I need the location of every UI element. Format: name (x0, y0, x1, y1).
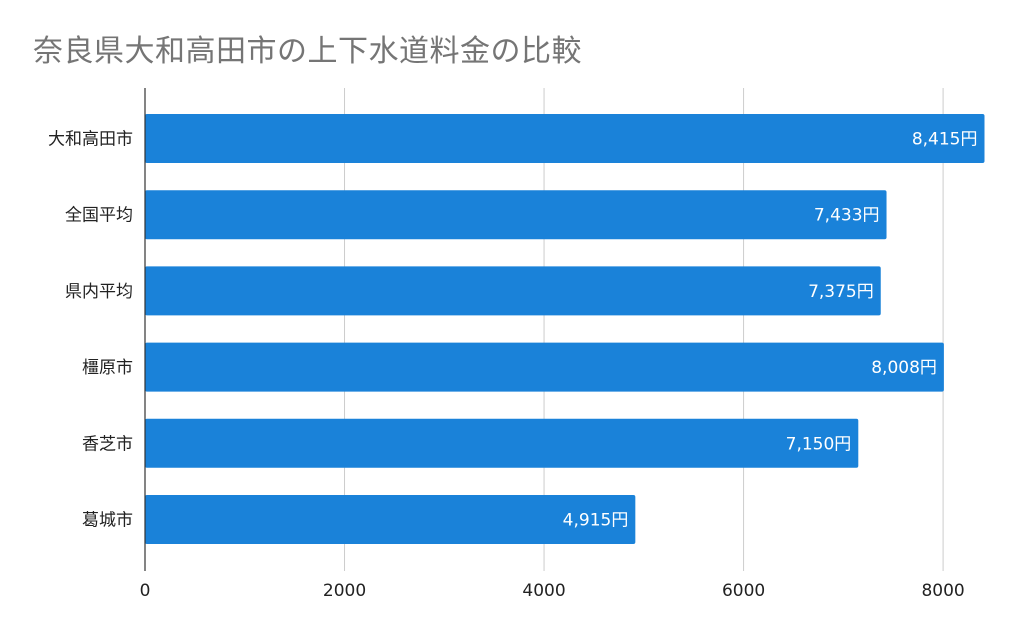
category-label: 大和高田市 (48, 130, 133, 150)
category-label: 葛城市 (82, 511, 133, 531)
category-label: 全国平均 (65, 206, 133, 226)
x-tick-label: 4000 (522, 581, 565, 601)
category-label: 橿原市 (82, 358, 133, 378)
bar (145, 342, 944, 392)
category-label: 県内平均 (65, 282, 133, 302)
x-tick-label: 0 (140, 581, 151, 601)
bar-value-label: 7,375円 (808, 282, 874, 302)
bar-value-label: 8,415円 (912, 130, 978, 150)
bar (145, 418, 859, 468)
bar (145, 266, 881, 316)
x-tick-label: 6000 (722, 581, 765, 601)
x-tick-label: 8000 (921, 581, 964, 601)
category-label: 香芝市 (82, 434, 133, 454)
bar-value-label: 8,008円 (871, 358, 937, 378)
bar (145, 190, 887, 240)
gridlines (344, 88, 944, 571)
bar-value-label: 7,150円 (786, 434, 852, 454)
bar-value-label: 7,433円 (814, 206, 880, 226)
bar-value-label: 4,915円 (563, 511, 629, 531)
x-tick-label: 2000 (323, 581, 366, 601)
chart-title: 奈良県大和高田市の上下水道料金の比較 (33, 34, 582, 69)
bar (145, 114, 985, 163)
bars (145, 114, 985, 544)
bar (145, 495, 636, 544)
